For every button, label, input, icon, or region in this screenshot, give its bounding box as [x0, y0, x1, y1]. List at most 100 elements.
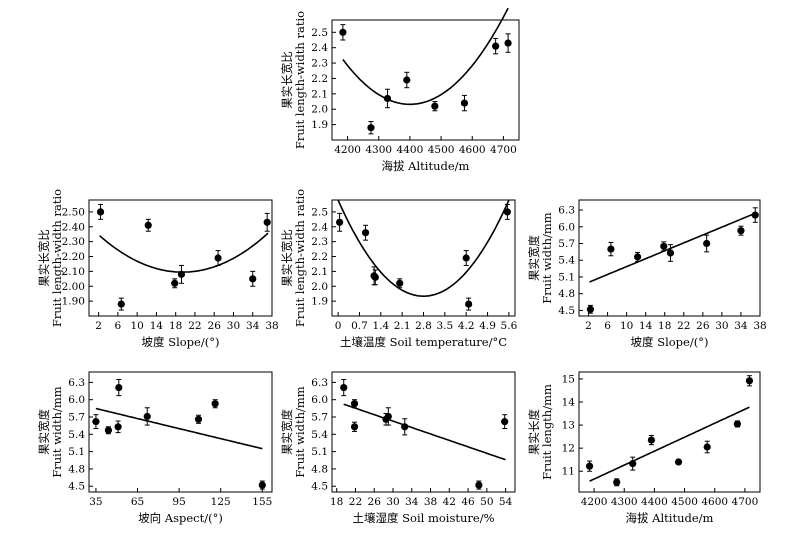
y-tick-label: 6.0	[311, 394, 328, 406]
trend-line	[342, 7, 509, 106]
y-tick-label: 2.1	[311, 266, 328, 278]
y-axis-label-cn: 果实长度	[527, 409, 541, 455]
x-axis-label: 土壤温度 Soil temperature/°C	[340, 335, 507, 349]
y-tick-label: 5.1	[558, 271, 575, 283]
x-tick-label: 155	[252, 496, 272, 508]
trend-line	[95, 407, 263, 450]
x-tick-label: 18	[658, 320, 671, 332]
y-tick-label: 13	[562, 420, 575, 432]
y-tick-label: 4.5	[558, 305, 575, 317]
plot-frame	[578, 371, 761, 493]
data-point	[258, 481, 266, 489]
x-tick-label: 4200	[334, 144, 361, 156]
x-tick-label: 10	[620, 320, 633, 332]
y-axis-label-en: Fruit width/mm	[293, 386, 307, 478]
y-tick-label: 2.2	[311, 73, 328, 85]
data-point	[384, 412, 392, 421]
data-point	[666, 249, 675, 257]
data-point	[647, 436, 656, 444]
x-tick-label: 34	[734, 320, 748, 332]
y-tick-label: 2.40	[62, 221, 85, 233]
y-tick-label: 1.9	[311, 296, 328, 308]
data-point	[629, 460, 637, 468]
y-tick-label: 6.3	[558, 205, 575, 217]
x-tick-label: 1.4	[372, 320, 389, 332]
data-point	[492, 42, 500, 50]
data-point	[177, 270, 186, 278]
y-axis-label-cn: 果实长宽比	[280, 51, 294, 109]
trend-line	[99, 232, 269, 273]
x-tick-label: 5.6	[501, 320, 518, 332]
y-tick-label: 4.8	[311, 463, 328, 475]
y-tick-label: 11	[562, 466, 575, 478]
x-axis-label: 坡度 Slope/(°)	[631, 335, 709, 349]
data-point	[396, 279, 404, 287]
x-tick-label: 38	[753, 320, 766, 332]
x-tick-label: 3.5	[436, 320, 453, 332]
x-tick-label: 22	[677, 320, 690, 332]
data-point	[117, 300, 125, 308]
chart-panel-6: 4.5 4.8 5.1 5.4 5.7 6.0 6.3 18 22 26 30 34 38 42 46 50 5…	[280, 371, 516, 525]
data-point	[96, 208, 105, 216]
y-axis-label-en: Fruit width/mm	[540, 212, 554, 304]
y-tick-label: 5.4	[68, 429, 85, 441]
chart-panel-7: 11 12 13 14 15 4200 4300 4400 4500 4600 4700 海拔 Alt…	[527, 371, 761, 525]
plot-frame	[331, 371, 516, 493]
data-point	[613, 478, 621, 486]
y-tick-label: 1.90	[62, 296, 85, 308]
y-axis-label-en: Fruit length/mm	[540, 384, 554, 480]
y-tick-label: 2.5	[311, 206, 328, 218]
trend-line	[343, 403, 506, 461]
data-point	[383, 94, 392, 103]
y-axis-label-cn: 果实长宽比	[280, 229, 294, 287]
data-point	[586, 305, 595, 313]
x-tick-label: 22	[349, 496, 362, 508]
x-tick-label: 2.8	[415, 320, 432, 332]
data-point	[633, 253, 642, 261]
x-tick-label: 14	[150, 320, 164, 332]
x-tick-label: 4600	[701, 496, 728, 508]
x-tick-label: 35	[89, 496, 102, 508]
data-point	[403, 76, 411, 84]
y-axis-label-cn: 果实长宽比	[37, 229, 51, 287]
y-tick-label: 5.7	[68, 412, 85, 424]
x-tick-label: 18	[169, 320, 182, 332]
y-axis-label-en: Fruit length-width ratio	[293, 189, 307, 327]
x-tick-label: 4200	[581, 496, 608, 508]
data-point	[143, 412, 151, 421]
x-tick-label: 10	[130, 320, 143, 332]
y-tick-label: 4.8	[68, 463, 85, 475]
y-tick-label: 5.4	[311, 429, 328, 441]
x-tick-label: 34	[246, 320, 260, 332]
x-tick-label: 30	[227, 320, 240, 332]
y-tick-label: 2.4	[311, 42, 328, 54]
data-point	[361, 229, 370, 237]
data-point	[503, 208, 511, 216]
data-point	[339, 28, 347, 36]
data-point	[703, 239, 711, 248]
x-tick-label: 95	[172, 496, 185, 508]
x-tick-label: 46	[461, 496, 475, 508]
y-axis-label-en: Fruit length-width ratio	[50, 189, 64, 327]
y-tick-label: 2.1	[311, 88, 328, 100]
x-tick-label: 4300	[365, 144, 392, 156]
x-tick-label: 4700	[732, 496, 759, 508]
x-tick-label: 50	[480, 496, 493, 508]
data-point	[607, 245, 615, 253]
data-point	[703, 443, 711, 451]
data-point	[401, 423, 409, 431]
data-point	[674, 458, 683, 466]
x-axis-label: 坡度 Slope/(°)	[142, 335, 220, 349]
y-tick-label: 2.50	[62, 206, 85, 218]
data-point	[92, 418, 100, 426]
y-tick-label: 2.4	[311, 221, 328, 233]
x-tick-label: 4300	[611, 496, 638, 508]
x-tick-label: 4.2	[458, 320, 475, 332]
data-point	[475, 481, 483, 489]
x-tick-label: 4.9	[479, 320, 496, 332]
x-tick-label: 34	[405, 496, 419, 508]
x-tick-label: 4400	[397, 144, 424, 156]
x-tick-label: 65	[131, 496, 144, 508]
data-point	[751, 211, 759, 219]
